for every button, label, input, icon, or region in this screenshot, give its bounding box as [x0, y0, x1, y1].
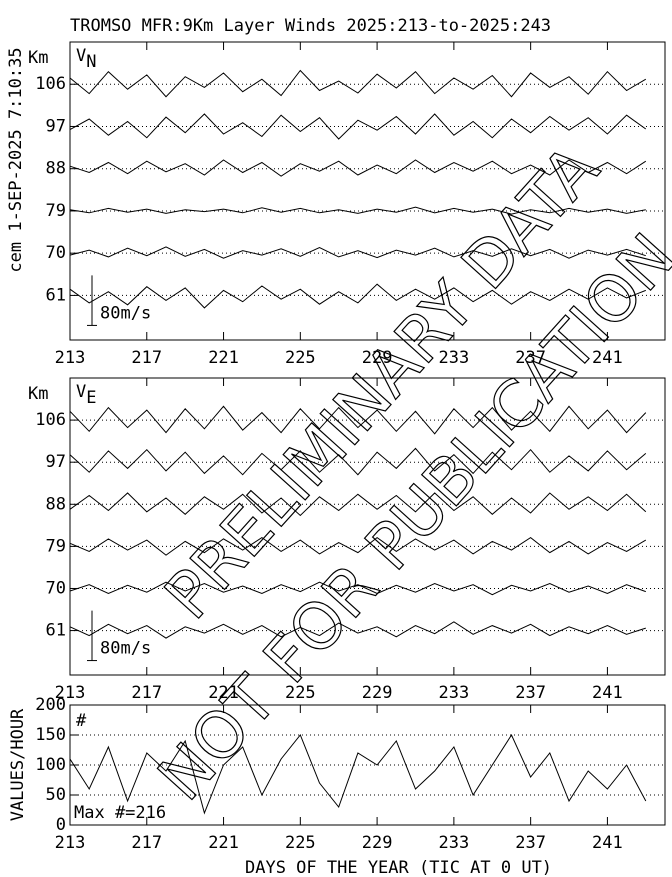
- x-tick-label: 237: [515, 683, 546, 703]
- x-tick-label: 237: [515, 348, 546, 368]
- wind-trace: [69, 206, 646, 215]
- wind-trace: [69, 113, 647, 140]
- wind-trace: [69, 536, 647, 556]
- component-label: VN: [76, 46, 97, 72]
- x-tick-label: 217: [131, 833, 162, 853]
- y-tick-label: 70: [46, 578, 66, 598]
- x-tick-label: 241: [592, 833, 623, 853]
- plot-frame: [69, 377, 666, 676]
- wind-trace: [69, 492, 647, 517]
- wind-trace: [69, 581, 646, 596]
- x-tick-label: 225: [285, 833, 316, 853]
- y-tick-label: 88: [46, 159, 66, 179]
- plot-frame: [69, 41, 666, 341]
- y-tick-label: 106: [35, 74, 66, 94]
- x-tick-label: 221: [208, 683, 239, 703]
- x-tick-label: 229: [362, 348, 393, 368]
- y-tick-label: 61: [46, 285, 66, 305]
- y-tick-label: 100: [35, 755, 66, 775]
- x-tick-label: 229: [362, 683, 393, 703]
- x-tick-label: 233: [439, 833, 470, 853]
- wind-trace: [69, 283, 646, 309]
- y-tick-label: 150: [35, 725, 66, 745]
- scale-label: 80m/s: [100, 303, 151, 323]
- y-tick-label: 61: [46, 621, 66, 641]
- count-marker: #: [76, 711, 87, 731]
- y-tick-label: 79: [46, 201, 66, 221]
- x-tick-label: 213: [55, 683, 86, 703]
- x-tick-label: 217: [131, 348, 162, 368]
- y-tick-label: 200: [35, 695, 66, 715]
- x-tick-label: 213: [55, 348, 86, 368]
- component-sub: E: [86, 388, 96, 408]
- wind-trace: [69, 405, 647, 435]
- wind-trace: [69, 159, 647, 177]
- max-note: Max #=216: [74, 803, 166, 823]
- x-axis-label: DAYS OF THE YEAR (TIC AT 0 UT): [245, 858, 552, 877]
- x-tick-label: 233: [439, 683, 470, 703]
- y-unit: Km: [28, 48, 48, 68]
- y-tick-label: 79: [46, 536, 66, 556]
- y-tick-label: 106: [35, 410, 66, 430]
- count-line: [69, 733, 647, 815]
- x-tick-label: 217: [131, 683, 162, 703]
- y-tick-label: 70: [46, 243, 66, 263]
- wind-trace: [69, 69, 647, 98]
- x-tick-label: 241: [592, 348, 623, 368]
- x-tick-label: 221: [208, 833, 239, 853]
- x-tick-label: 241: [592, 683, 623, 703]
- wind-trace: [69, 621, 646, 639]
- x-tick-label: 225: [285, 683, 316, 703]
- y-tick-label: 50: [46, 785, 66, 805]
- wind-trace: [69, 246, 646, 259]
- y-tick-label: 97: [46, 116, 66, 136]
- title: TROMSO MFR:9Km Layer Winds 2025:213-to-2…: [70, 16, 551, 36]
- y-tick-label: 97: [46, 452, 66, 472]
- x-tick-label: 225: [285, 348, 316, 368]
- x-tick-label: 221: [208, 348, 239, 368]
- x-tick-label: 229: [362, 833, 393, 853]
- x-tick-label: 237: [515, 833, 546, 853]
- component-label: VE: [76, 382, 97, 408]
- component-main: V: [76, 46, 86, 66]
- component-sub: N: [86, 52, 96, 72]
- x-tick-label: 213: [55, 833, 86, 853]
- y-unit: Km: [28, 384, 48, 404]
- y-tick-label: 0: [56, 815, 66, 835]
- y-tick-label: 88: [46, 494, 66, 514]
- side-label: cem 1-SEP-2025 7:10:35: [6, 47, 26, 272]
- wind-trace: [69, 447, 647, 476]
- scale-label: 80m/s: [100, 639, 151, 659]
- component-main: V: [76, 382, 86, 402]
- x-tick-label: 233: [439, 348, 470, 368]
- y-axis-label: VALUES/HOUR: [8, 708, 28, 821]
